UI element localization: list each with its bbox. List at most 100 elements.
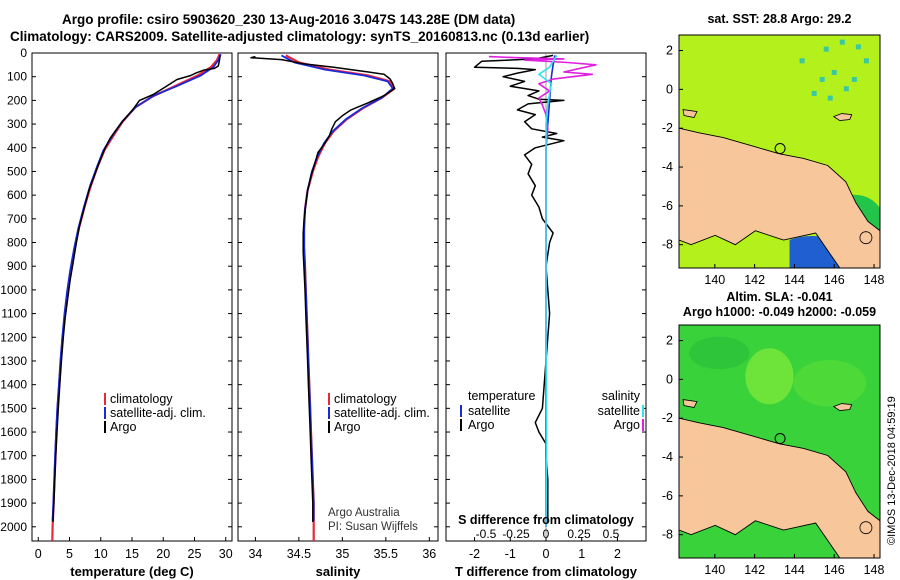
s-tick-label: 0	[543, 527, 550, 541]
sla-high-area	[793, 359, 866, 407]
credit-annotation: PI: Susan Wijffels	[328, 521, 418, 533]
sst-pixel	[819, 76, 825, 82]
x-tick-label: 30	[219, 547, 233, 561]
map-y-tick-label: -6	[662, 199, 673, 213]
plot-frame	[31, 52, 233, 542]
map-y-tick-label: -8	[662, 528, 673, 542]
island	[832, 113, 853, 121]
legend-label: satellite-adj. clim.	[110, 406, 206, 420]
map-y-tick-label: 2	[666, 44, 673, 58]
sst-pixel	[843, 86, 849, 92]
legend-swatch	[104, 393, 106, 405]
map-x-tick-label: 142	[744, 273, 765, 287]
argo-line	[250, 55, 396, 522]
s-tick-label: -0.5	[476, 527, 497, 541]
x-tick-label: 15	[125, 547, 139, 561]
y-tick-label: 800	[7, 236, 27, 250]
sst-pixel	[831, 69, 837, 75]
legend-label: Argo	[614, 418, 640, 432]
y-tick-label: 1400	[0, 378, 27, 392]
legend-label: Argo	[110, 420, 136, 434]
land-new-guinea	[679, 417, 880, 558]
legend-swatch	[104, 407, 106, 419]
map-x-tick-label: 142	[744, 563, 765, 577]
map-y-tick-label: -4	[662, 160, 673, 174]
s-axis-label: S difference from climatology	[458, 513, 634, 527]
map-x-tick-label: 148	[864, 563, 885, 577]
x-tick-label: 0	[543, 547, 550, 561]
legend-swatch	[328, 421, 330, 433]
x-tick-label: 35	[335, 547, 349, 561]
figure-title-line1: Argo profile: csiro 5903620_230 13-Aug-2…	[62, 12, 516, 27]
y-tick-label: 1700	[0, 449, 27, 463]
island	[682, 399, 698, 409]
x-tick-label: 25	[188, 547, 202, 561]
difference-panel: -2 -1 0 1 2 T difference from climatology S di…	[445, 52, 647, 579]
x-tick-label: 0	[35, 547, 42, 561]
temperature-panel: 0100200300400500600700800900100011001200…	[0, 46, 232, 579]
legend-title: salinity	[602, 389, 641, 403]
legend-swatch	[328, 393, 330, 405]
figure-title-line2: Climatology: CARS2009. Satellite-adjuste…	[10, 29, 590, 44]
x-tick-label: 2	[614, 547, 621, 561]
x-tick-label: 20	[156, 547, 170, 561]
legend-label: satellite-adj. clim.	[334, 406, 430, 420]
y-tick-label: 1200	[0, 330, 27, 344]
map-y-tick-label: -2	[662, 411, 673, 425]
map-x-tick-label: 140	[704, 563, 725, 577]
map-x-tick-label: 140	[704, 273, 725, 287]
land-new-guinea	[679, 127, 880, 268]
s-tick-label: 0.5	[603, 527, 620, 541]
map-body	[679, 35, 880, 268]
argo-position-marker	[774, 143, 786, 155]
argo-line	[52, 55, 221, 523]
legend-label: Argo	[334, 420, 360, 434]
s-tick-label: 0.25	[567, 527, 591, 541]
y-tick-label: 400	[7, 141, 27, 155]
sst-pixel	[855, 44, 861, 50]
x-axis-label: salinity	[316, 564, 362, 579]
map-y-tick-label: -6	[662, 489, 673, 503]
map-y-tick-label: -2	[662, 121, 673, 135]
island	[859, 521, 873, 535]
s-diff-satellite-line	[538, 54, 558, 527]
legend-swatch	[460, 405, 462, 417]
legend-label: satellite	[598, 404, 640, 418]
x-tick-label: 34.5	[287, 547, 311, 561]
map-title: Argo h1000: -0.049 h2000: -0.059	[683, 305, 876, 319]
y-tick-label: 900	[7, 259, 27, 273]
legend-label: climatology	[334, 392, 397, 406]
sla-low-area	[689, 336, 750, 370]
y-tick-label: 200	[7, 93, 27, 107]
map-frame	[678, 34, 881, 269]
y-tick-label: 1000	[0, 283, 27, 297]
y-tick-label: 1600	[0, 425, 27, 439]
x-tick-label: -1	[505, 547, 516, 561]
sst-pixel	[799, 58, 805, 64]
legend-title: temperature	[468, 389, 535, 403]
s-tick-label: -0.25	[502, 527, 530, 541]
legend-swatch	[642, 419, 644, 431]
sst-pixel	[839, 39, 845, 45]
map-x-tick-label: 144	[784, 563, 805, 577]
y-tick-label: 600	[7, 188, 27, 202]
legend-label: satellite	[468, 404, 510, 418]
sst-map-panel: sat. SST: 28.8 Argo: 29.2 140 142 144 146 148…	[662, 12, 885, 287]
map-x-tick-label: 148	[864, 273, 885, 287]
sst-pixel	[827, 95, 833, 101]
x-axis-label: temperature (deg C)	[70, 564, 194, 579]
x-tick-label: 10	[94, 547, 108, 561]
legend-swatch	[328, 407, 330, 419]
argo-position-marker	[774, 433, 786, 445]
y-tick-label: 1100	[1, 307, 27, 321]
sst-pixel	[851, 76, 857, 82]
map-frame	[678, 324, 881, 559]
map-x-tick-label: 146	[824, 273, 845, 287]
y-tick-label: 1800	[0, 472, 27, 486]
x-tick-label: 5	[66, 547, 73, 561]
x-tick-label: 35.5	[374, 547, 398, 561]
salinity-panel: 34 34.5 35 35.5 36 salinity climatologysatelli…	[237, 52, 439, 579]
y-tick-label: 700	[7, 212, 27, 226]
